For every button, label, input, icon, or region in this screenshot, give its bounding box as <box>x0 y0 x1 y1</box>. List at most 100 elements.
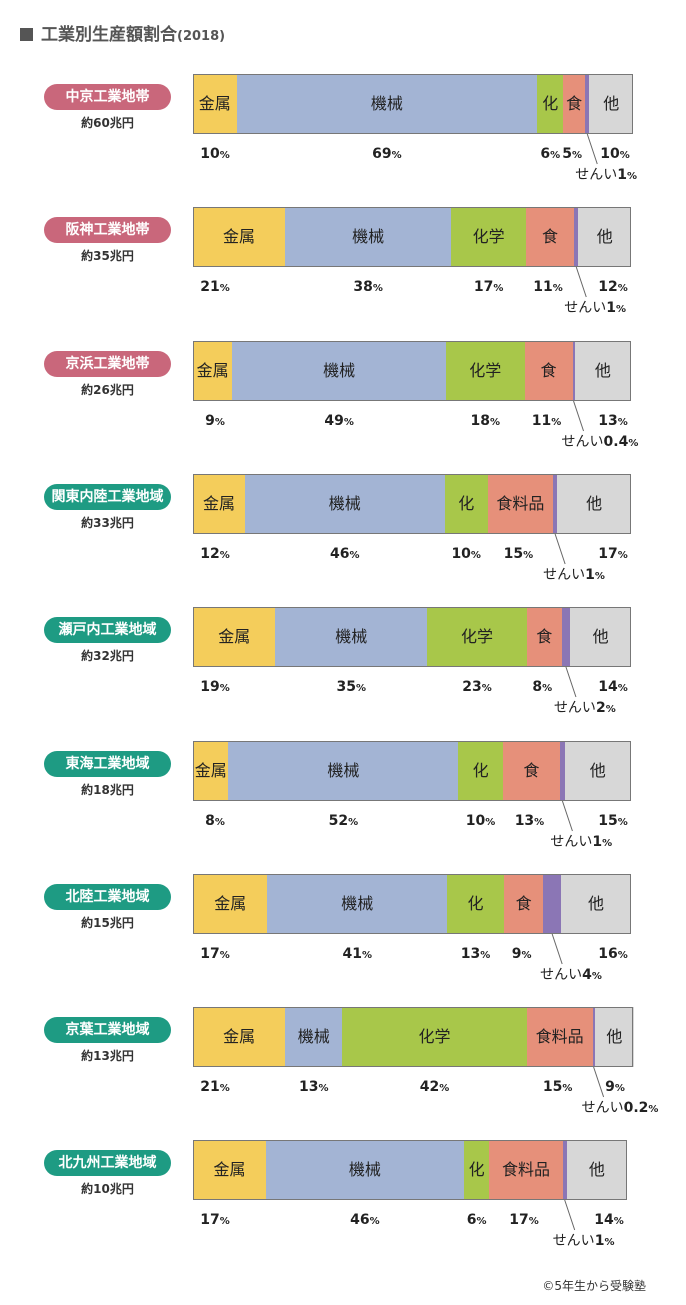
percent-label: 17% <box>508 1212 540 1228</box>
fiber-leader <box>551 933 563 965</box>
bar-segment-metal <box>193 741 229 801</box>
stacked-bar: 金属 機械 化食 他 <box>193 74 633 134</box>
region-total: 約13兆円 <box>81 1049 134 1063</box>
bar-segment-label: 機械 <box>327 761 360 780</box>
fiber-percent-label: せんい2% <box>554 697 616 717</box>
bar-segment-chemical <box>447 874 504 934</box>
fiber-leader-line <box>551 933 563 965</box>
bar-segment-label: 他 <box>592 627 609 646</box>
fiber-leader <box>564 1199 576 1231</box>
fiber-name: せんい <box>552 1233 595 1249</box>
percent-unit: % <box>481 683 492 694</box>
region-row: 関東内陸工業地域 約33兆円 金属 機械化食料品他 12% 46% 10% 15% 17% せんい… <box>0 474 686 604</box>
bar-segment-other <box>589 74 633 134</box>
bar-segment-label: 化学 <box>461 627 494 646</box>
percent-label: 17% <box>597 546 629 562</box>
percent-unit: % <box>219 1083 230 1094</box>
bar-segment-chemical <box>463 1140 490 1200</box>
percent-label: 9% <box>199 413 231 429</box>
percent-unit: % <box>219 683 230 694</box>
bar-segment-other <box>574 341 632 401</box>
chart-title: 工業別生産額割合(2018) <box>20 20 225 45</box>
bar-segment-metal <box>193 1007 286 1067</box>
fiber-unit: % <box>591 971 602 982</box>
region-row: 北九州工業地域 約10兆円 金属 機械化食料品他 17% 46% 6% 17% 14% せんい1% <box>0 1140 686 1270</box>
bar-segment-metal <box>193 607 276 667</box>
bar-segment-fiber <box>572 341 575 401</box>
fiber-leader-line <box>565 666 577 698</box>
percent-value: 49 <box>324 413 344 429</box>
bar-segment-label: 食 <box>540 361 557 380</box>
percent-label: 52% <box>327 813 359 829</box>
region-total: 約10兆円 <box>81 1182 134 1196</box>
bar-segment-label: 機械 <box>323 361 356 380</box>
bar-segment-fiber <box>543 874 561 934</box>
region-row: 中京工業地帯 約60兆円 金属 機械化食他 10% 69% 6% 5% 10% せんい1% <box>0 74 686 204</box>
percent-label: 15% <box>542 1079 574 1095</box>
fiber-value: 0.2 <box>623 1100 649 1116</box>
fiber-leader <box>565 666 577 698</box>
percent-unit: % <box>391 150 402 161</box>
percent-value: 10 <box>600 146 620 162</box>
bar-segment-food <box>525 207 575 267</box>
fiber-leader <box>575 266 587 298</box>
percent-value: 13 <box>598 413 618 429</box>
bar-segment-fiber <box>574 207 579 267</box>
percent-label: 21% <box>199 1079 231 1095</box>
copyright-text: ©5年生から受験塾 <box>542 1279 646 1293</box>
bar-segment-label: 食料品 <box>535 1027 584 1046</box>
bar-segment-machinery <box>275 607 428 667</box>
bar-segment-chemical <box>537 74 564 134</box>
bar-segment-label: 他 <box>594 361 611 380</box>
bar-segment-metal <box>193 1140 267 1200</box>
stacked-bar: 金属 機械 化学 食 他 <box>193 341 632 401</box>
fiber-unit: % <box>602 838 613 849</box>
stacked-bar: 金属 機械 化学 食料品 他 <box>193 1007 635 1067</box>
bar-segment-label: 食料品 <box>496 494 545 513</box>
percent-value: 10 <box>465 813 486 829</box>
percent-label: 17% <box>199 1212 231 1228</box>
bar-segment-food <box>489 1140 563 1200</box>
fiber-percent-label: せんい1% <box>550 831 612 851</box>
percent-label: 13% <box>460 946 492 962</box>
percent-label: 5% <box>556 146 588 162</box>
region-name-badge: 京葉工業地域 <box>44 1017 171 1043</box>
percent-value: 13 <box>514 813 535 829</box>
region-row: 京葉工業地域 約13兆円 金属 機械 化学 食料品他 21% 13% 42% 15% 9% せんい0.… <box>0 1007 686 1137</box>
fiber-name: せんい <box>564 300 607 316</box>
fiber-name: せんい <box>561 434 604 450</box>
region-name-badge: 北陸工業地域 <box>44 884 171 910</box>
percent-unit: % <box>552 283 563 294</box>
percent-label: 17% <box>199 946 231 962</box>
percent-unit: % <box>214 417 225 428</box>
percent-unit: % <box>439 1083 450 1094</box>
percent-value: 17 <box>598 546 618 562</box>
chart-year: (2018) <box>177 29 226 44</box>
stacked-bar: 金属 機械 化学 食 他 <box>193 207 631 267</box>
percent-unit: % <box>551 417 562 428</box>
bar-segment-label: 機械 <box>348 1160 381 1179</box>
percent-unit: % <box>534 817 545 828</box>
percent-label: 14% <box>597 679 629 695</box>
bar-segment-food <box>526 1007 593 1067</box>
bar-segment-metal <box>193 874 268 934</box>
fiber-percent-label: せんい1% <box>575 164 637 184</box>
percent-label: 46% <box>329 546 361 562</box>
percent-value: 11 <box>531 413 552 429</box>
bar-segment-chemical <box>446 341 525 401</box>
fiber-leader-line <box>575 266 587 298</box>
fiber-value: 2 <box>595 700 606 716</box>
percent-unit: % <box>348 817 359 828</box>
bar-segment-food <box>526 607 562 667</box>
percent-value: 15 <box>542 1079 563 1095</box>
stacked-bar: 金属 機械 化学 食 他 <box>193 607 631 667</box>
bar-segment-label: 化学 <box>472 227 505 246</box>
bar-segment-label: 機械 <box>352 227 385 246</box>
percent-value: 19 <box>200 679 220 695</box>
percent-unit: % <box>617 283 628 294</box>
bar-segment-chemical <box>451 207 526 267</box>
region-name-badge: 瀬戸内工業地域 <box>44 617 171 643</box>
percent-unit: % <box>480 950 491 961</box>
percent-value: 9 <box>511 946 522 962</box>
percent-label: 10% <box>450 546 482 562</box>
